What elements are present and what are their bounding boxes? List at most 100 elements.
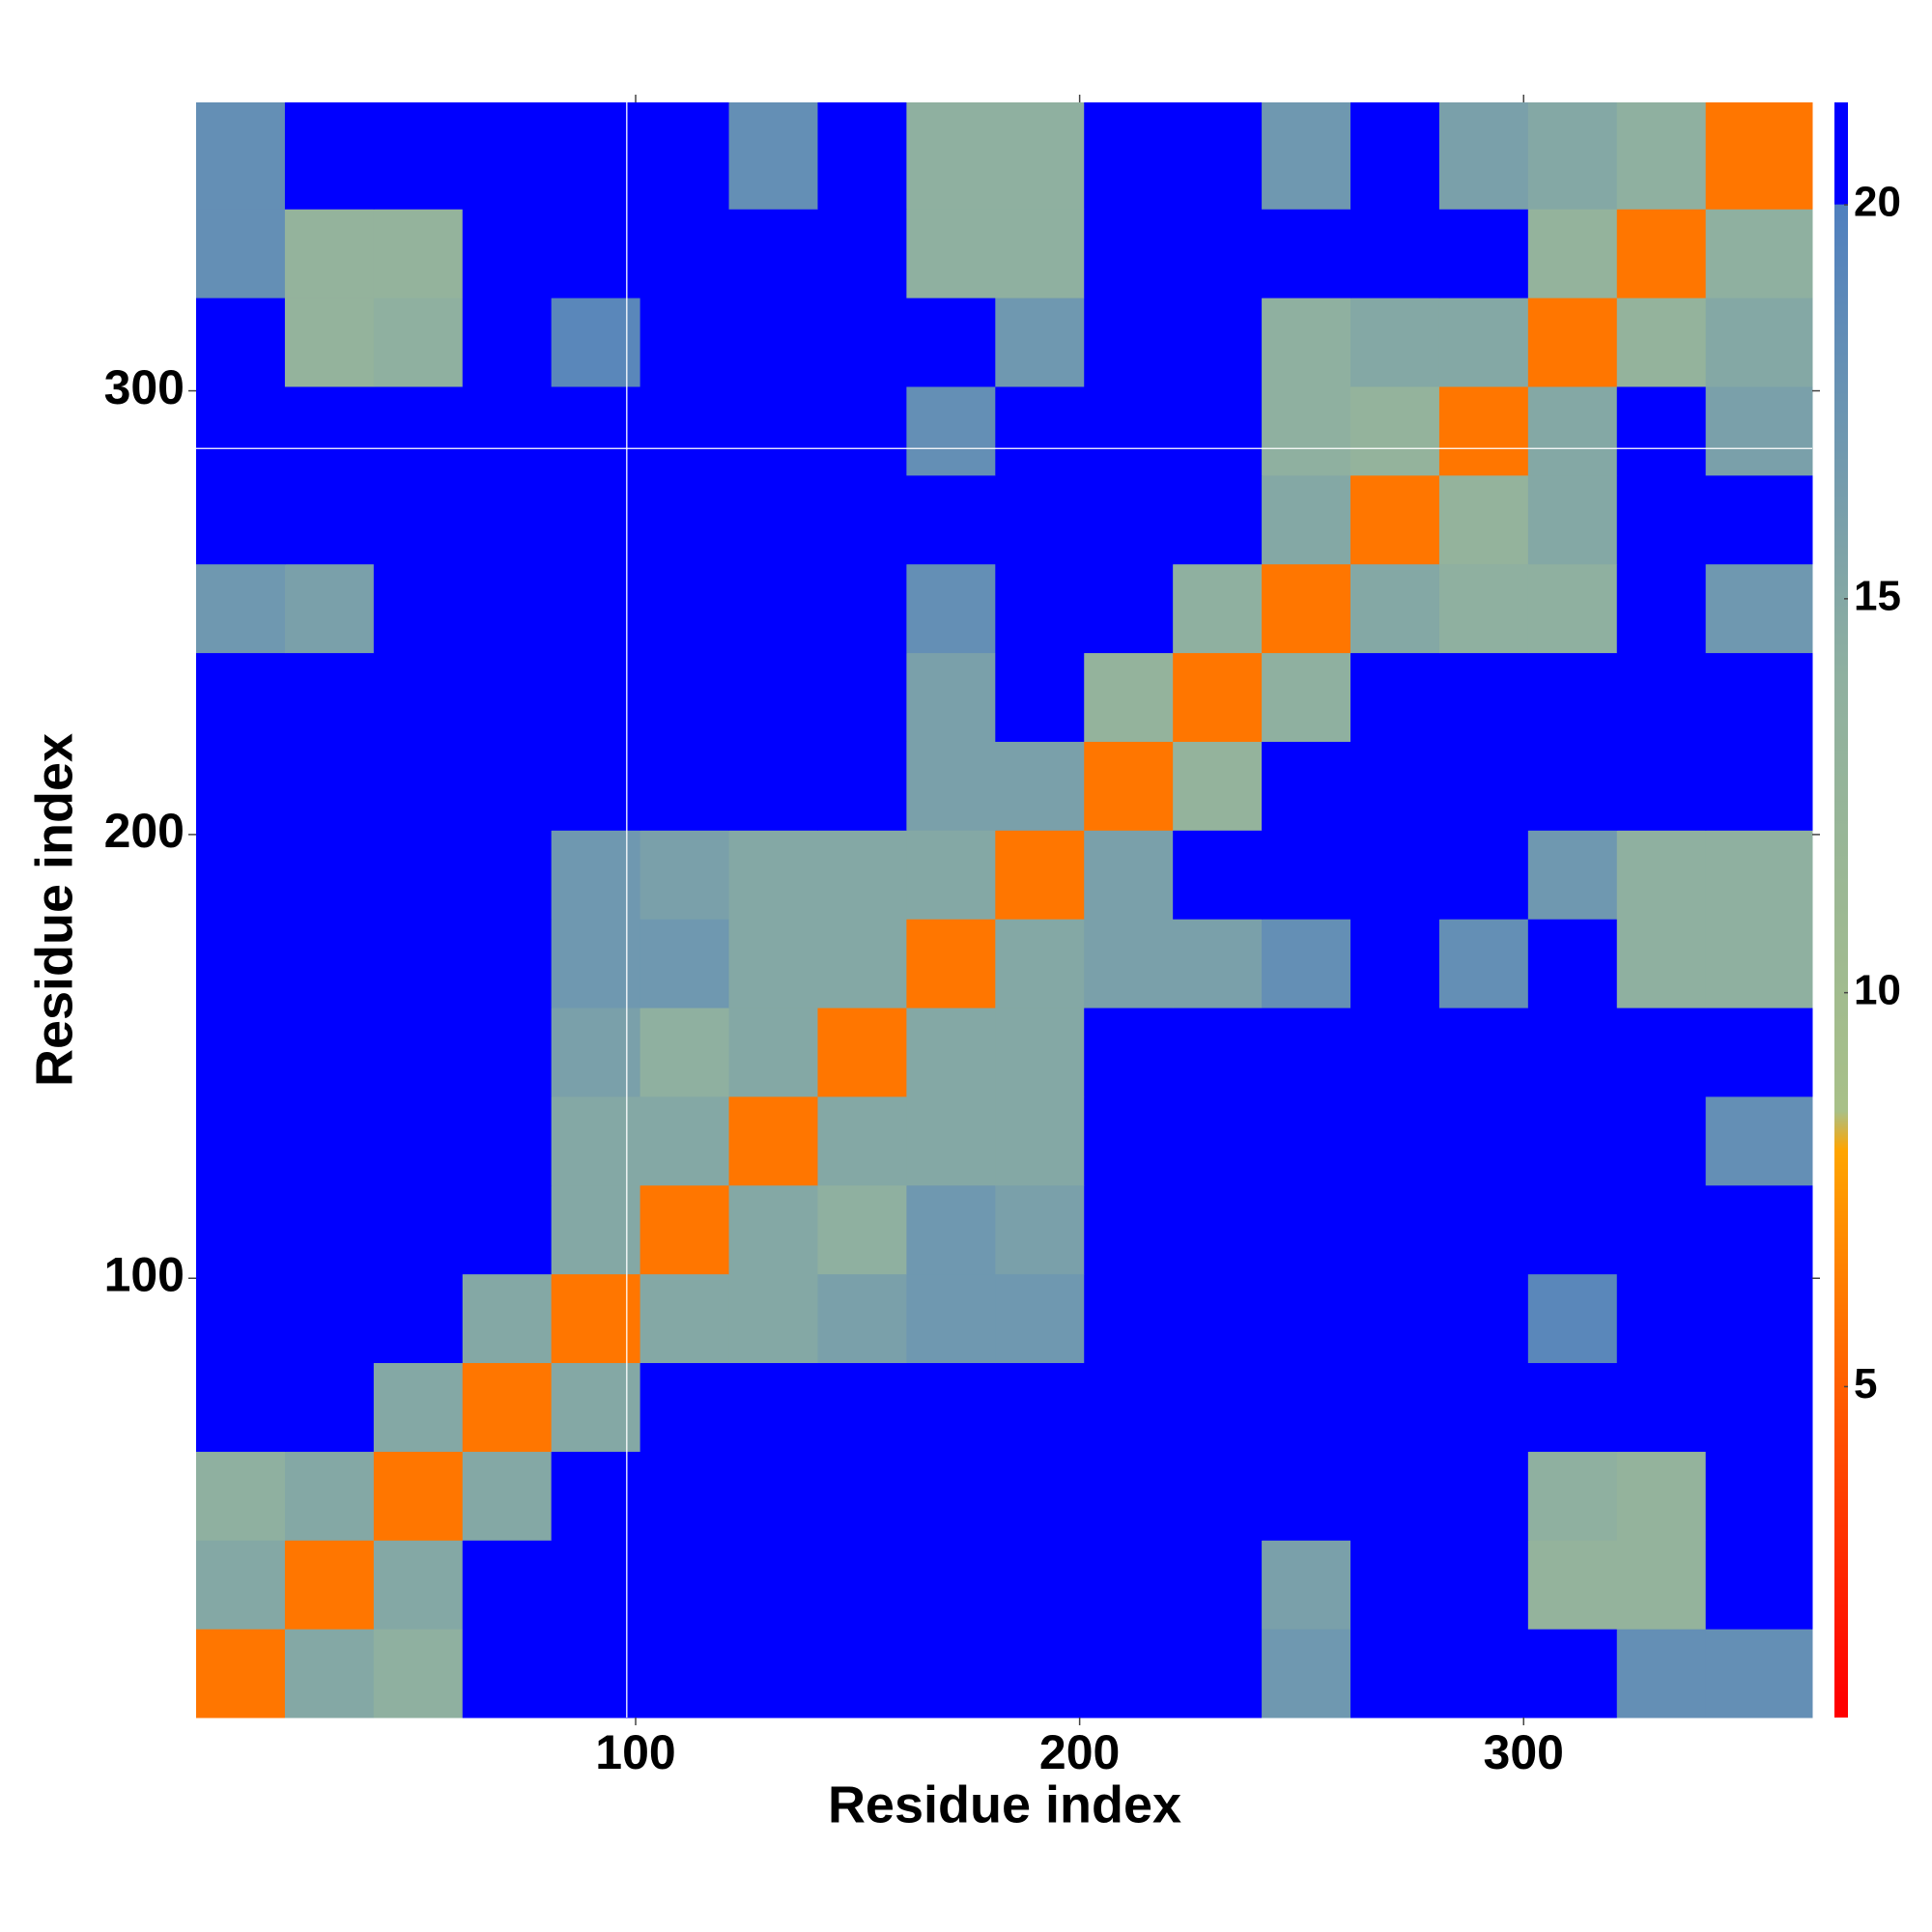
heatmap-cell: [373, 652, 464, 742]
heatmap-cell: [639, 298, 730, 387]
heatmap-cell: [1616, 919, 1707, 1009]
heatmap-cell: [284, 1451, 375, 1541]
heatmap-cell: [639, 209, 730, 298]
heatmap-cell: [551, 102, 641, 210]
heatmap-cell: [1173, 1184, 1263, 1275]
heatmap-cell: [817, 652, 907, 742]
heatmap-cell: [817, 741, 907, 831]
colorbar: [1834, 102, 1848, 1718]
heatmap-cell: [373, 385, 464, 476]
heatmap-cell: [1262, 1362, 1351, 1452]
heatmap-cell: [373, 298, 464, 387]
heatmap-cell: [1084, 1184, 1174, 1275]
heatmap-cell: [373, 830, 464, 920]
heatmap-cell: [995, 919, 1085, 1009]
heatmap-cell: [1173, 919, 1263, 1009]
heatmap-cell: [551, 1451, 641, 1541]
heatmap-cell: [284, 919, 375, 1009]
heatmap-cell: [728, 102, 818, 210]
heatmap-cell: [1438, 1451, 1529, 1541]
heatmap-cell: [995, 1273, 1085, 1364]
heatmap-cell: [1350, 741, 1440, 831]
heatmap-cell: [284, 1273, 375, 1364]
heatmap-cell: [728, 1273, 818, 1364]
heatmap-cell: [551, 830, 641, 920]
colorbar-tick-label: 10: [1854, 966, 1901, 1013]
heatmap-cell: [995, 1451, 1085, 1541]
heatmap-cell: [639, 1008, 730, 1097]
heatmap-cell: [284, 102, 375, 210]
heatmap-cell: [1705, 298, 1813, 387]
heatmap-cell: [1705, 1273, 1813, 1364]
heatmap-cell: [1084, 1362, 1174, 1452]
heatmap-cell: [1173, 1008, 1263, 1097]
heatmap-cell: [728, 298, 818, 387]
heatmap-cell: [1705, 563, 1813, 654]
heatmap-cell: [1616, 1184, 1707, 1275]
heatmap-cell: [1350, 652, 1440, 742]
heatmap-cell: [1527, 209, 1618, 298]
heatmap-cell: [1616, 1540, 1707, 1630]
heatmap-cell: [1173, 1451, 1263, 1541]
heatmap-cell: [1084, 102, 1174, 210]
colorbar-tick-label: 20: [1854, 179, 1901, 226]
heatmap-cell: [728, 1362, 818, 1452]
heatmap-cell: [462, 298, 553, 387]
heatmap-cell: [551, 385, 641, 476]
heatmap-cell: [1262, 830, 1351, 920]
heatmap-cell: [1262, 563, 1351, 654]
heatmap-cell: [1527, 1451, 1618, 1541]
heatmap-cell: [1438, 1184, 1529, 1275]
heatmap-cell: [1527, 102, 1618, 210]
heatmap-cell: [906, 1008, 996, 1097]
heatmap-cell: [728, 1184, 818, 1275]
heatmap-cell: [284, 652, 375, 742]
heatmap-cell: [1705, 1629, 1813, 1719]
heatmap-cell: [817, 919, 907, 1009]
heatmap-cell: [995, 1629, 1085, 1719]
heatmap-cell: [1438, 1540, 1529, 1630]
heatmap-cell: [1616, 1362, 1707, 1452]
heatmap-cell: [196, 563, 286, 654]
heatmap-cell: [995, 1184, 1085, 1275]
heatmap-cell: [1616, 1273, 1707, 1364]
heatmap-cell: [1084, 209, 1174, 298]
heatmap-cell: [1262, 919, 1351, 1009]
heatmap-cell: [906, 1540, 996, 1630]
heatmap-cell: [462, 1540, 553, 1630]
heatmap-cell: [1438, 209, 1529, 298]
heatmap-cell: [1438, 830, 1529, 920]
heatmap-cell: [1262, 741, 1351, 831]
heatmap-cell: [462, 1008, 553, 1097]
heatmap-cell: [639, 919, 730, 1009]
heatmap-cell: [1705, 474, 1813, 565]
heatmap-cell: [551, 209, 641, 298]
heatmap-cell: [995, 1362, 1085, 1452]
heatmap-cell: [906, 830, 996, 920]
heatmap-cell: [1262, 474, 1351, 565]
heatmap-cell: [551, 1629, 641, 1719]
heatmap-cell: [551, 1008, 641, 1097]
heatmap-cell: [551, 563, 641, 654]
heatmap-cell: [728, 563, 818, 654]
heatmap-cell: [1705, 919, 1813, 1009]
heatmap-cell: [196, 1540, 286, 1630]
x-tick-label: 200: [1039, 1725, 1120, 1779]
heatmap-cell: [1350, 1008, 1440, 1097]
heatmap-cell: [551, 1095, 641, 1186]
heatmap-cell: [1527, 563, 1618, 654]
heatmap-cell: [196, 830, 286, 920]
heatmap-cell: [817, 385, 907, 476]
heatmap-cell: [284, 209, 375, 298]
heatmap-cell: [284, 563, 375, 654]
heatmap-cell: [639, 652, 730, 742]
heatmap-cell: [817, 1451, 907, 1541]
heatmap-cell: [817, 1095, 907, 1186]
heatmap-cell: [1350, 1362, 1440, 1452]
heatmap-cell: [1173, 830, 1263, 920]
heatmap-cell: [373, 1629, 464, 1719]
heatmap-cell: [1527, 1540, 1618, 1630]
heatmap-cell: [1438, 102, 1529, 210]
heatmap-cell: [284, 1362, 375, 1452]
heatmap-cell: [1527, 298, 1618, 387]
